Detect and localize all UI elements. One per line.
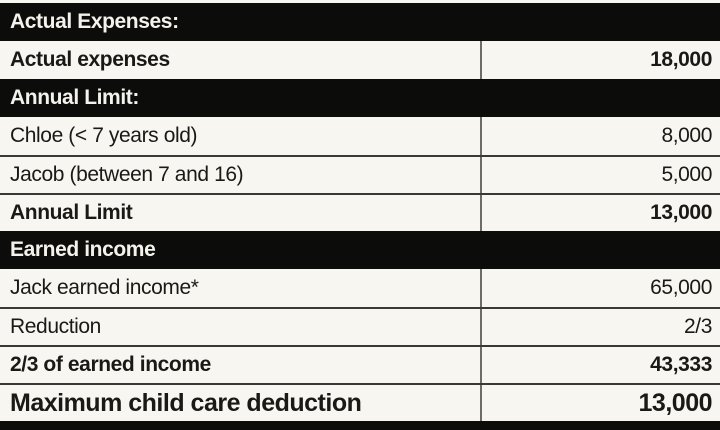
section-header-label: Earned income [10, 238, 156, 261]
row-value-cell: 5,000 [480, 157, 720, 193]
row-label-cell: 2/3 of earned income [0, 347, 480, 383]
row-label: Chloe (< 7 years old) [10, 124, 198, 147]
bottom-band [0, 421, 720, 430]
section-header-earned-income: Earned income [0, 231, 720, 269]
row-value-cell: 8,000 [480, 117, 720, 155]
top-margin [0, 0, 720, 3]
row-value-cell: 13,000 [480, 385, 720, 421]
row-value-cell: 2/3 [480, 309, 720, 345]
row-label-cell: Actual expenses [0, 41, 480, 79]
row-label: 2/3 of earned income [10, 353, 211, 376]
row-value: 43,333 [650, 353, 712, 376]
row-label: Annual Limit [10, 201, 133, 224]
row-label: Jacob (between 7 and 16) [10, 163, 244, 186]
row-value: 13,000 [650, 201, 712, 224]
section-header-label: Actual Expenses: [10, 10, 179, 33]
section-header-label: Annual Limit: [10, 86, 139, 109]
row-label-cell: Jacob (between 7 and 16) [0, 157, 480, 193]
row-label: Jack earned income* [10, 276, 199, 299]
row-annual-limit-total: Annual Limit 13,000 [0, 193, 720, 231]
row-value-cell: 13,000 [480, 195, 720, 231]
row-maximum-deduction: Maximum child care deduction 13,000 [0, 383, 720, 421]
row-label: Actual expenses [10, 48, 170, 71]
row-label-cell: Annual Limit [0, 195, 480, 231]
row-label-cell: Jack earned income* [0, 269, 480, 307]
row-value: 65,000 [650, 276, 712, 299]
row-label: Reduction [10, 315, 101, 338]
row-value: 5,000 [661, 163, 712, 186]
row-value: 2/3 [684, 315, 712, 338]
section-header-actual-expenses: Actual Expenses: [0, 3, 720, 41]
row-value-cell: 65,000 [480, 269, 720, 307]
row-actual-expenses: Actual expenses 18,000 [0, 41, 720, 79]
row-reduction: Reduction 2/3 [0, 307, 720, 345]
section-header-annual-limit: Annual Limit: [0, 79, 720, 117]
row-value-cell: 43,333 [480, 347, 720, 383]
row-label-cell: Maximum child care deduction [0, 385, 480, 421]
row-value: 8,000 [661, 124, 712, 147]
row-value: 18,000 [650, 48, 712, 71]
row-chloe: Chloe (< 7 years old) 8,000 [0, 117, 720, 155]
row-value: 13,000 [638, 388, 713, 417]
row-label-cell: Chloe (< 7 years old) [0, 117, 480, 155]
row-two-thirds-earned-income: 2/3 of earned income 43,333 [0, 345, 720, 383]
row-label: Maximum child care deduction [10, 388, 362, 417]
row-label-cell: Reduction [0, 309, 480, 345]
row-jack-earned-income: Jack earned income* 65,000 [0, 269, 720, 307]
row-jacob: Jacob (between 7 and 16) 5,000 [0, 155, 720, 193]
row-value-cell: 18,000 [480, 41, 720, 79]
